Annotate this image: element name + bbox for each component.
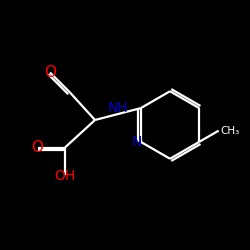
Text: OH: OH <box>54 169 76 183</box>
Text: O: O <box>44 65 56 80</box>
Text: N: N <box>132 135 142 149</box>
Text: CH₃: CH₃ <box>220 126 239 136</box>
Text: O: O <box>32 140 44 155</box>
Text: NH: NH <box>108 101 128 115</box>
